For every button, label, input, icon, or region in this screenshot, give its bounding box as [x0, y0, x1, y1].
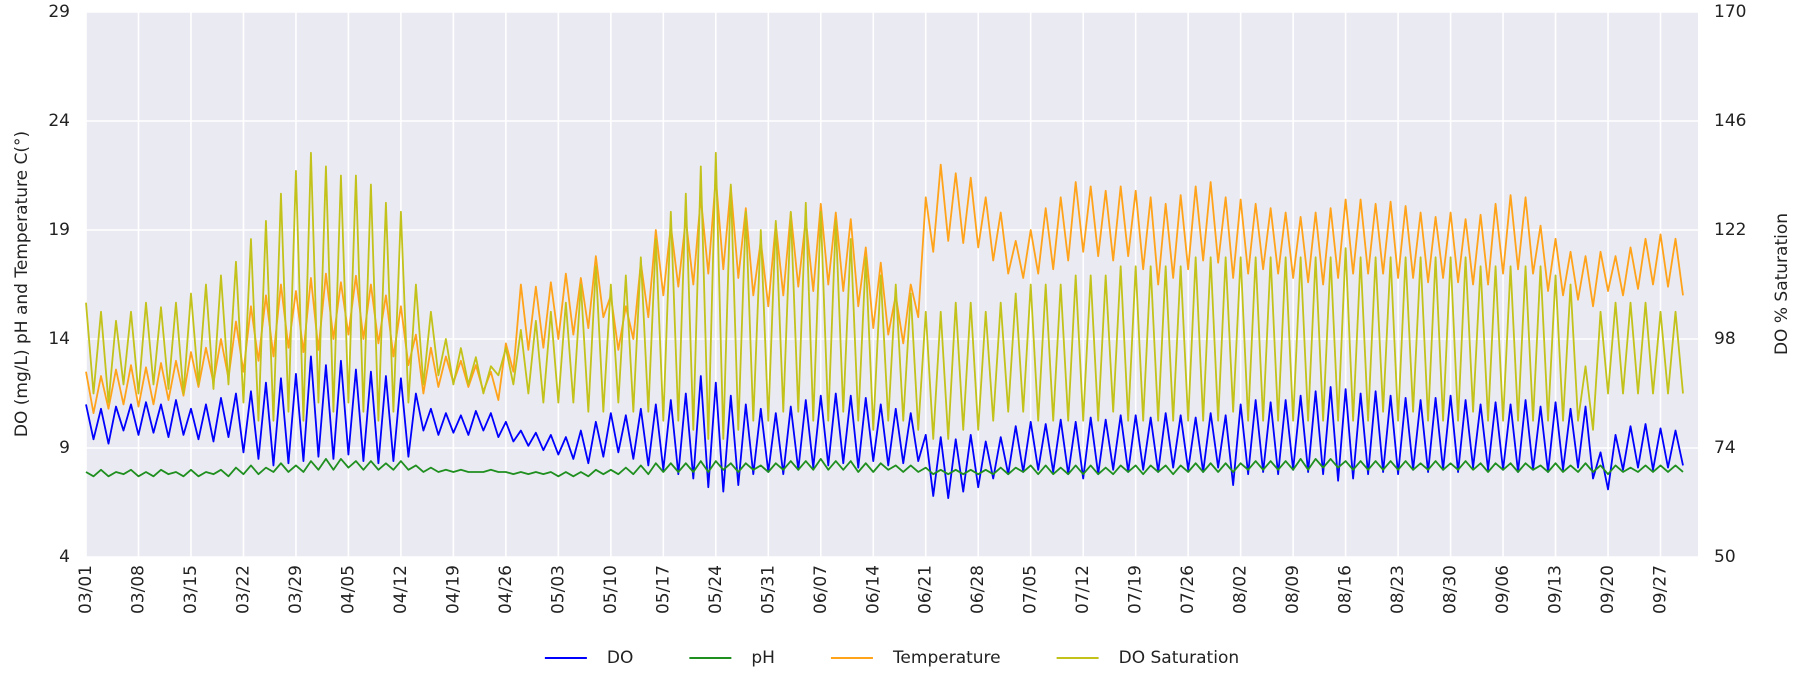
series-line	[85, 151, 1684, 440]
x-tick-label: 09/06	[1493, 565, 1513, 614]
legend-item: DO	[544, 648, 633, 668]
y2-tick-label: 74	[1714, 438, 1736, 458]
legend-label: pH	[751, 648, 775, 668]
y-tick-label: 9	[59, 438, 70, 458]
x-tick-label: 08/09	[1283, 565, 1303, 614]
x-tick-label: 09/27	[1651, 565, 1671, 614]
x-tick-label: 07/12	[1073, 565, 1093, 614]
x-tick-label: 06/21	[916, 565, 936, 614]
y2-axis-title: DO % Saturation	[1772, 213, 1792, 355]
x-tick-label: 05/10	[601, 565, 621, 614]
x-tick-label: 09/13	[1546, 565, 1566, 614]
x-tick-label: 03/22	[233, 565, 253, 614]
y2-tick-label: 146	[1714, 111, 1746, 131]
x-tick-label: 03/08	[128, 565, 148, 614]
x-tick-label: 04/12	[391, 565, 411, 614]
x-tick-label: 06/14	[863, 565, 883, 614]
legend-label: DO	[607, 648, 633, 668]
x-tick-label: 08/30	[1441, 565, 1461, 614]
legend-item: pH	[689, 648, 775, 668]
legend-label: Temperature	[892, 648, 1001, 668]
x-tick-label: 07/19	[1126, 565, 1146, 614]
x-tick-label: 03/29	[286, 565, 306, 614]
x-tick-label: 03/15	[181, 565, 201, 614]
x-tick-label: 05/31	[758, 565, 778, 614]
y-tick-label: 29	[48, 2, 70, 22]
x-tick-label: 07/26	[1178, 565, 1198, 614]
x-tick-label: 08/02	[1231, 565, 1251, 614]
x-tick-label: 06/28	[968, 565, 988, 614]
y-tick-label: 19	[48, 220, 70, 240]
series-line	[85, 355, 1684, 500]
y-axis-title: DO (mg/L) pH and Temperature C(°)	[12, 131, 32, 437]
x-tick-label: 04/26	[496, 565, 516, 614]
lines	[85, 151, 1684, 500]
x-tick-label: 05/24	[706, 565, 726, 614]
x-tick-label: 05/03	[548, 565, 568, 614]
x-tick-label: 08/16	[1336, 565, 1356, 614]
x-tick-label: 07/05	[1021, 565, 1041, 614]
x-tick-label: 08/23	[1388, 565, 1408, 614]
y2-tick-label: 98	[1714, 329, 1736, 349]
x-tick-label: 04/19	[443, 565, 463, 614]
y-tick-label: 14	[48, 329, 70, 349]
legend-item: DO Saturation	[1056, 648, 1240, 668]
legend-label: DO Saturation	[1119, 648, 1240, 668]
x-tick-label: 06/07	[811, 565, 831, 614]
y2-tick-label: 122	[1714, 220, 1746, 240]
series-line	[85, 458, 1684, 478]
x-tick-label: 05/17	[653, 565, 673, 614]
x-tick-label: 09/20	[1598, 565, 1618, 614]
legend: DO pH Temperature DO Saturation	[544, 648, 1240, 668]
y2-tick-label: 50	[1714, 547, 1736, 567]
y-tick-label: 24	[48, 111, 70, 131]
y2-tick-label: 170	[1714, 2, 1746, 22]
x-tick-label: 04/05	[338, 565, 358, 614]
legend-item: Temperature	[830, 648, 1001, 668]
x-tick-label: 03/01	[76, 565, 96, 614]
y-tick-label: 4	[59, 547, 70, 567]
